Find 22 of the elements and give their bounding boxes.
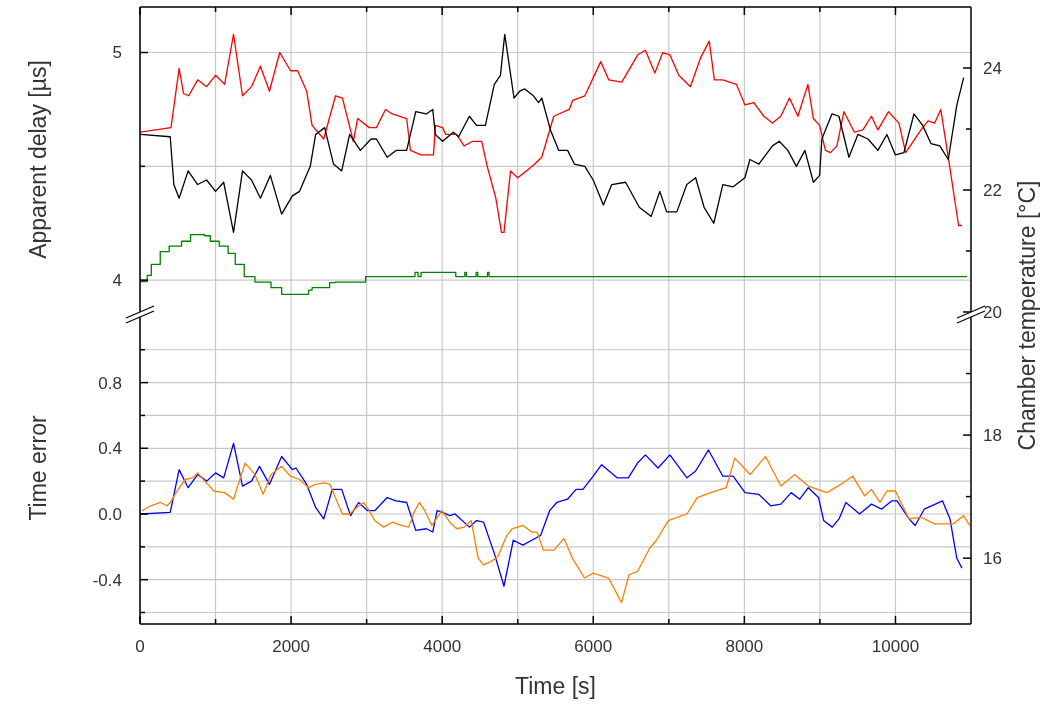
y-tick-label: -0.4 <box>92 570 122 590</box>
x-tick-label: 2000 <box>272 637 310 656</box>
y-tick-label: 4 <box>112 271 122 291</box>
y2-axis-title: Chamber temperature [°C] <box>1014 180 1040 451</box>
y-tick-label: 0.4 <box>98 439 122 459</box>
y2-tick-label: 18 <box>983 426 1002 446</box>
x-tick-label: 0 <box>135 637 145 656</box>
y-axis-title: Time error <box>25 415 51 521</box>
y2-tick-label: 24 <box>983 58 1002 78</box>
y-tick-label: 0.8 <box>98 373 122 393</box>
y-tick-label: 0.0 <box>98 504 122 524</box>
x-tick-label: 6000 <box>574 637 613 656</box>
line-series <box>141 455 971 604</box>
y2-tick-label: 20 <box>983 302 1002 322</box>
y2-tick-label: 22 <box>983 180 1002 200</box>
x-tick-label: 4000 <box>423 637 462 656</box>
x-axis-title: Time [s] <box>515 673 596 699</box>
y2-tick-label: 16 <box>983 549 1002 569</box>
y-tick-label: 5 <box>112 43 122 63</box>
x-tick-label: 8000 <box>725 637 764 656</box>
x-tick-label: 10000 <box>871 637 920 656</box>
y-axis-title: Apparent delay [µs] <box>25 60 51 259</box>
